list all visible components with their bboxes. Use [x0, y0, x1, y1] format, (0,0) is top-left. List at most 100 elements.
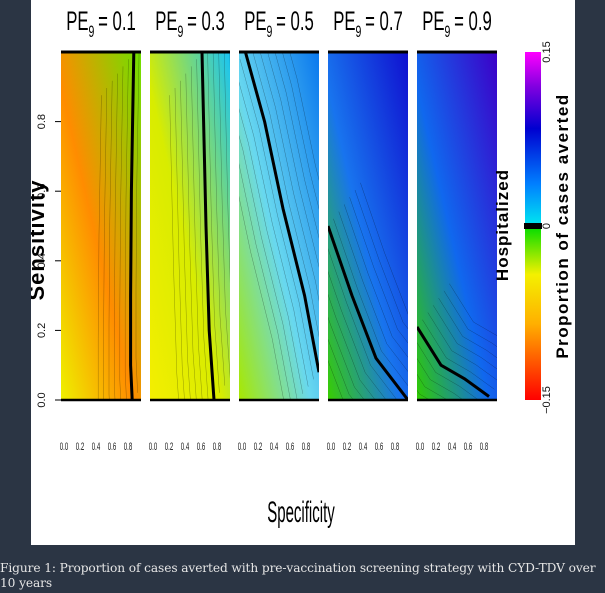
contour-line [417, 342, 479, 400]
contour-line [417, 358, 464, 400]
panel-surface [328, 52, 408, 400]
x-tick-label: 0.8 [391, 440, 399, 452]
colorbar: −0.15 0 0.15 Proportion of cases averted [524, 41, 572, 414]
contour-line [97, 95, 102, 400]
y-tick-label: 0.0 [36, 392, 48, 407]
x-tick-label: 0.6 [108, 440, 116, 452]
x-tick-label: 0.0 [60, 440, 68, 452]
x-tick-label: 0.2 [76, 440, 84, 452]
contour-line [239, 195, 284, 400]
x-tick-label: 0.4 [92, 440, 100, 452]
contour-line [422, 319, 495, 390]
contour-line [360, 182, 408, 315]
contour-line [239, 108, 304, 394]
x-tick-label: 0.6 [375, 440, 383, 452]
panel-5 [417, 50, 497, 402]
figure: PE9 = 0.1 0.0 0.2 0.4 0.6 0.8 PE9 = 0.3 0.0 0.2 0.4… [31, 0, 575, 545]
contour-line [174, 87, 185, 400]
panel-title: PE9 = 0.7 [333, 6, 403, 41]
contour-line [438, 297, 497, 359]
panel-title: PE9 = 0.3 [155, 6, 225, 41]
panels [61, 30, 497, 402]
contour-line [239, 163, 291, 400]
contour-line [124, 59, 129, 400]
contour-line [343, 204, 408, 358]
contour-line [259, 52, 319, 302]
contour-line [328, 248, 398, 400]
contour-line [114, 73, 118, 400]
panel-surface [417, 52, 497, 400]
panel-2 [150, 50, 230, 402]
y-tick-label: 0.8 [36, 114, 48, 129]
contour-line [267, 52, 319, 268]
chart: PE9 = 0.1 0.0 0.2 0.4 0.6 0.8 PE9 = 0.3 0.0 0.2 0.4… [31, 6, 572, 530]
contour-line [427, 312, 497, 381]
zero-contour [417, 326, 490, 398]
x-tick-label: 0.2 [165, 440, 173, 452]
x-tick-label: 0.6 [286, 440, 294, 452]
contour-line [349, 197, 408, 344]
panel-4 [328, 50, 408, 402]
x-tick-label: 0.0 [149, 440, 157, 452]
y-tick-label: 0.2 [36, 323, 48, 338]
contour-line [224, 52, 230, 284]
panel-surface [239, 52, 319, 400]
x-tick-label: 0.4 [270, 440, 278, 452]
panel-title: PE9 = 0.1 [66, 6, 136, 41]
panel-surface [61, 52, 141, 400]
x-tick-label: 0.2 [254, 440, 262, 452]
y-tick-label: 0.6 [36, 184, 48, 199]
colorbar-zero-marker [524, 223, 542, 229]
figure-caption: Figure 1: Proportion of cases averted wi… [0, 561, 596, 590]
contour-line [328, 270, 387, 400]
contour-line [190, 66, 203, 400]
panel-surface [150, 52, 230, 400]
contour-line [274, 52, 319, 239]
x-tick-label: 0.0 [416, 440, 424, 452]
x-tick-label: 0.4 [181, 440, 189, 452]
contour-line [354, 189, 408, 330]
contour-line [141, 38, 144, 386]
zero-contour [129, 52, 136, 400]
contour-line [103, 87, 108, 400]
x-tick-label: 0.8 [124, 440, 132, 452]
x-tick-label: 0.2 [343, 440, 351, 452]
contour-line [328, 338, 354, 400]
y-axis-label: Sensitivity [31, 179, 49, 300]
contour-line [218, 52, 230, 379]
colorbar-tick-label: −0.15 [541, 386, 553, 414]
contour-line [196, 59, 209, 400]
contour-line [449, 283, 497, 336]
panel-title: PE9 = 0.5 [244, 6, 314, 41]
contour-line [328, 293, 376, 400]
x-tick-label: 0.2 [432, 440, 440, 452]
x-tick-label: 0.8 [480, 440, 488, 452]
x-tick-label: 0.4 [359, 440, 367, 452]
contour-line [169, 95, 179, 400]
y-tick-label: 0.4 [36, 253, 48, 268]
contour-line [328, 360, 344, 400]
contour-line [328, 316, 365, 400]
x-axis-label: Specificity [267, 497, 335, 530]
contour-line [289, 52, 319, 181]
contour-line [239, 134, 298, 400]
panel-title: PE9 = 0.9 [422, 6, 492, 41]
panel-3 [239, 50, 319, 402]
contour-line [432, 305, 497, 370]
outcome-label: Hospitalized [493, 169, 512, 281]
x-tick-label: 0.8 [213, 440, 221, 452]
x-tick-label: 0.6 [464, 440, 472, 452]
contour-line [108, 80, 113, 400]
contour-line [417, 373, 449, 400]
contour-line [185, 73, 197, 400]
panel-1 [61, 30, 150, 402]
contour-line [135, 52, 140, 393]
contour-line [180, 80, 191, 400]
colorbar-label: Proportion of cases averted [553, 93, 572, 358]
contour-line [239, 59, 314, 380]
contour-line [333, 218, 408, 387]
contour-line [252, 52, 319, 338]
contour-line [239, 81, 309, 387]
contour-line [147, 30, 150, 378]
x-tick-label: 0.8 [302, 440, 310, 452]
